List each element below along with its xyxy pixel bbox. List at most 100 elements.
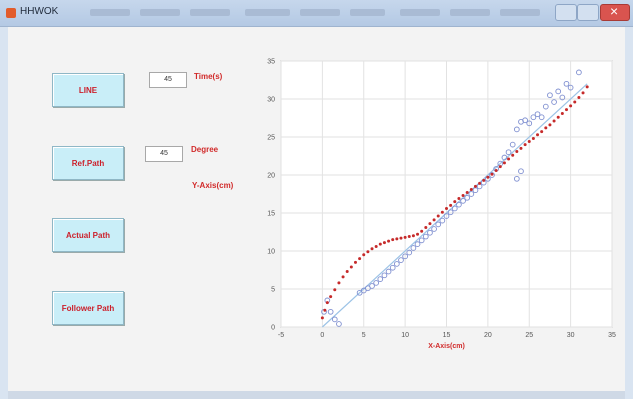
title-blur [140,9,180,16]
follower-point [435,221,442,228]
maximize-button[interactable] [577,4,599,21]
title-bar: HHWOK [0,0,633,27]
actual-point [507,157,511,161]
y-tick-label: 35 [267,59,275,66]
actual-point [399,236,403,240]
follower-point [456,201,462,208]
actual-point [577,95,581,99]
close-button[interactable] [600,3,630,21]
follower-point [501,154,508,161]
actual-point [387,239,391,243]
actual-point [531,137,535,141]
title-blur [300,9,340,16]
follower-point [439,217,446,224]
follower-point [530,114,537,121]
y-tick-label: 5 [271,287,275,294]
actual-point [403,235,407,239]
degree-input[interactable]: 45 [145,146,183,162]
x-tick-label: 35 [608,332,616,339]
actual-point [407,235,411,239]
actual-point [337,281,341,285]
follower-point [567,84,574,91]
actual-point [449,203,453,207]
actual-point [573,100,577,104]
title-blur [500,9,540,16]
actual-point [358,257,362,261]
actual-point [333,288,337,292]
follower-point [464,194,471,201]
follower-point [547,92,553,99]
actual-point [469,187,473,191]
follower-point [468,191,475,197]
follower-point [402,253,408,260]
actual-point [362,253,366,257]
actual-point [370,247,374,251]
follower-point [377,276,384,282]
x-tick-label: 5 [362,332,366,339]
actual-point [581,91,585,95]
time-input[interactable]: 45 [149,72,187,88]
actual-point [378,242,382,246]
actual-point [519,146,523,150]
x-tick-label: 25 [525,332,533,339]
follower-point [542,103,549,110]
follower-point [365,285,371,292]
actual-point [490,172,494,176]
title-blur [450,9,490,16]
y-tick-label: 15 [267,211,275,218]
follower-point [389,264,396,271]
x-tick-label: 30 [567,332,575,339]
actual-point [527,140,531,144]
actual-point [428,222,432,226]
title-blur [400,9,440,16]
follower-point [360,287,367,294]
y-tick-label: 10 [267,249,275,256]
actual-point [432,218,436,222]
actual-point [556,115,560,119]
plot-series [320,69,589,328]
actual-point [395,237,399,241]
follower-point [559,94,566,101]
actual-point [478,181,482,185]
follower-path-button[interactable]: Follower Path [52,291,124,325]
figure-window: LINE Ref.Path Actual Path Follower Path … [8,27,625,391]
actual-point [349,265,353,269]
y-tick-label: 0 [271,325,275,332]
x-axis-label: X-Axis(cm) [428,343,465,350]
follower-point [534,111,541,118]
actual-path-button[interactable]: Actual Path [52,218,124,252]
follower-point [555,88,562,95]
title-blur [90,9,130,16]
actual-point [323,308,327,312]
actual-point [564,108,568,112]
degree-label: Degree [191,145,219,154]
follower-point [431,226,437,232]
matlab-icon [6,8,16,18]
actual-point [436,214,440,218]
follower-point [563,80,570,87]
actual-point [536,133,540,137]
title-blur [190,9,230,16]
y-tick-label: 30 [267,97,275,104]
minimize-button[interactable] [555,4,577,21]
follower-point [460,197,466,204]
actual-point [440,210,444,214]
actual-point [320,316,324,320]
actual-point [569,104,573,108]
follower-point [526,120,533,127]
follower-point [522,117,528,124]
follower-point [538,114,545,121]
follower-point [356,289,363,296]
actual-point [345,270,349,274]
ref-path-button[interactable]: Ref.Path [52,146,124,180]
line-button[interactable]: LINE [52,73,124,107]
follower-point [422,233,429,240]
follower-point [418,237,425,244]
follower-point [513,126,520,133]
title-blur [350,9,385,16]
follower-point [447,209,454,216]
actual-point [544,126,548,130]
actual-point [494,168,498,172]
